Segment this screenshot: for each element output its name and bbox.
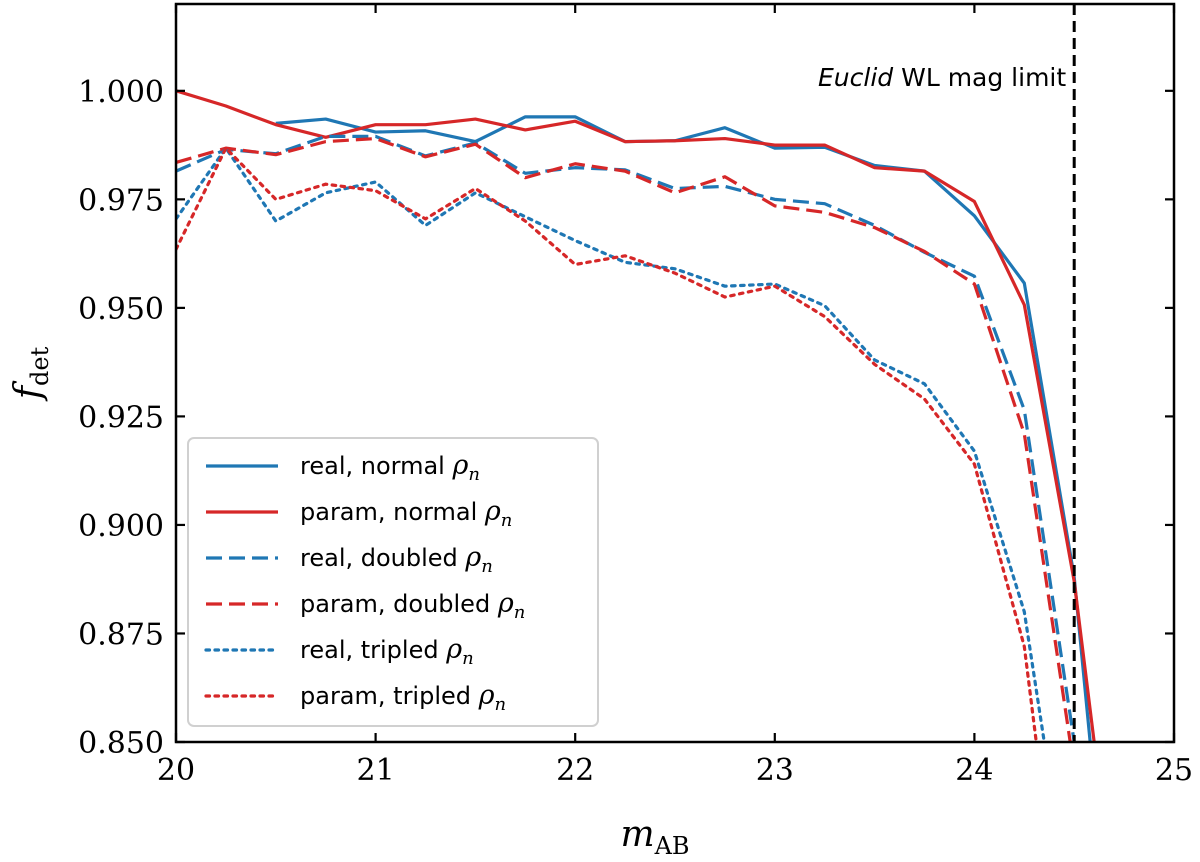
x-axis-label-main: m: [620, 814, 654, 855]
legend-label: real, normal ρn: [300, 450, 480, 485]
legend-label-rho: ρ: [451, 450, 468, 481]
series-line-real-normal: [275, 115, 1092, 742]
legend-label: param, doubled ρn: [300, 588, 525, 623]
x-tick-label: 22: [556, 753, 594, 788]
legend-label-text: param, normal: [300, 498, 485, 526]
legend-label-text: param, tripled: [300, 682, 479, 710]
legend-label-rho-sub: n: [481, 556, 493, 577]
mag-limit-label-italic: Euclid: [818, 63, 893, 92]
legend-label-rho-sub: n: [495, 694, 507, 715]
series-line-real-tripled: [176, 146, 1046, 742]
series-layer: [176, 89, 1096, 742]
legend-label-rho-sub: n: [468, 464, 480, 485]
x-tick-label: 23: [756, 753, 794, 788]
x-axis-label: mAB: [620, 814, 689, 860]
y-tick-label: 0.850: [78, 726, 164, 761]
y-tick-label: 1.000: [78, 75, 164, 110]
y-tick-label: 0.950: [78, 292, 164, 327]
axis-ticks: 20 21 22 23 24 25 0.850 0.875 0.900 0.925 0.950 0.9…: [78, 4, 1193, 788]
x-tick-label: 21: [357, 753, 395, 788]
y-tick-label: 0.900: [78, 509, 164, 544]
x-axis-label-sub: AB: [654, 832, 690, 860]
y-axis-label-sub: det: [26, 346, 54, 386]
legend-label-rho: ρ: [445, 634, 462, 665]
legend-label-rho-sub: n: [462, 648, 474, 669]
legend-label-text: real, normal: [300, 452, 452, 480]
legend-label: param, normal ρn: [300, 496, 512, 531]
legend-label-text: param, doubled: [300, 590, 498, 618]
x-tick-label: 20: [157, 753, 195, 788]
y-tick-label: 0.875: [78, 617, 164, 652]
series-line-param-tripled: [176, 146, 1038, 742]
legend-label-text: real, doubled: [300, 544, 465, 572]
y-tick-label: 0.975: [78, 183, 164, 218]
legend-label-rho-sub: n: [501, 510, 513, 531]
x-tick-label: 25: [1155, 753, 1193, 788]
legend-label: real, doubled ρn: [300, 542, 493, 577]
legend-label-rho-sub: n: [514, 602, 526, 623]
legend-label-text: real, tripled: [300, 636, 446, 664]
plot-frame: [174, 2, 1176, 744]
y-tick-label: 0.925: [78, 400, 164, 435]
legend-label-rho: ρ: [478, 680, 495, 711]
legend-label-rho: ρ: [464, 542, 481, 573]
legend-box: [187, 437, 599, 727]
legend-label-rho: ρ: [497, 588, 514, 619]
x-tick-label: 24: [955, 753, 993, 788]
legend-label-rho: ρ: [484, 496, 501, 527]
series-line-param-doubled: [176, 136, 1072, 742]
legend-label: real, tripled ρn: [300, 634, 474, 669]
legend-label: param, tripled ρn: [300, 680, 506, 715]
mag-limit-label: Euclid WL mag limit: [818, 63, 1066, 92]
mag-limit-label-rest: WL mag limit: [893, 63, 1066, 92]
